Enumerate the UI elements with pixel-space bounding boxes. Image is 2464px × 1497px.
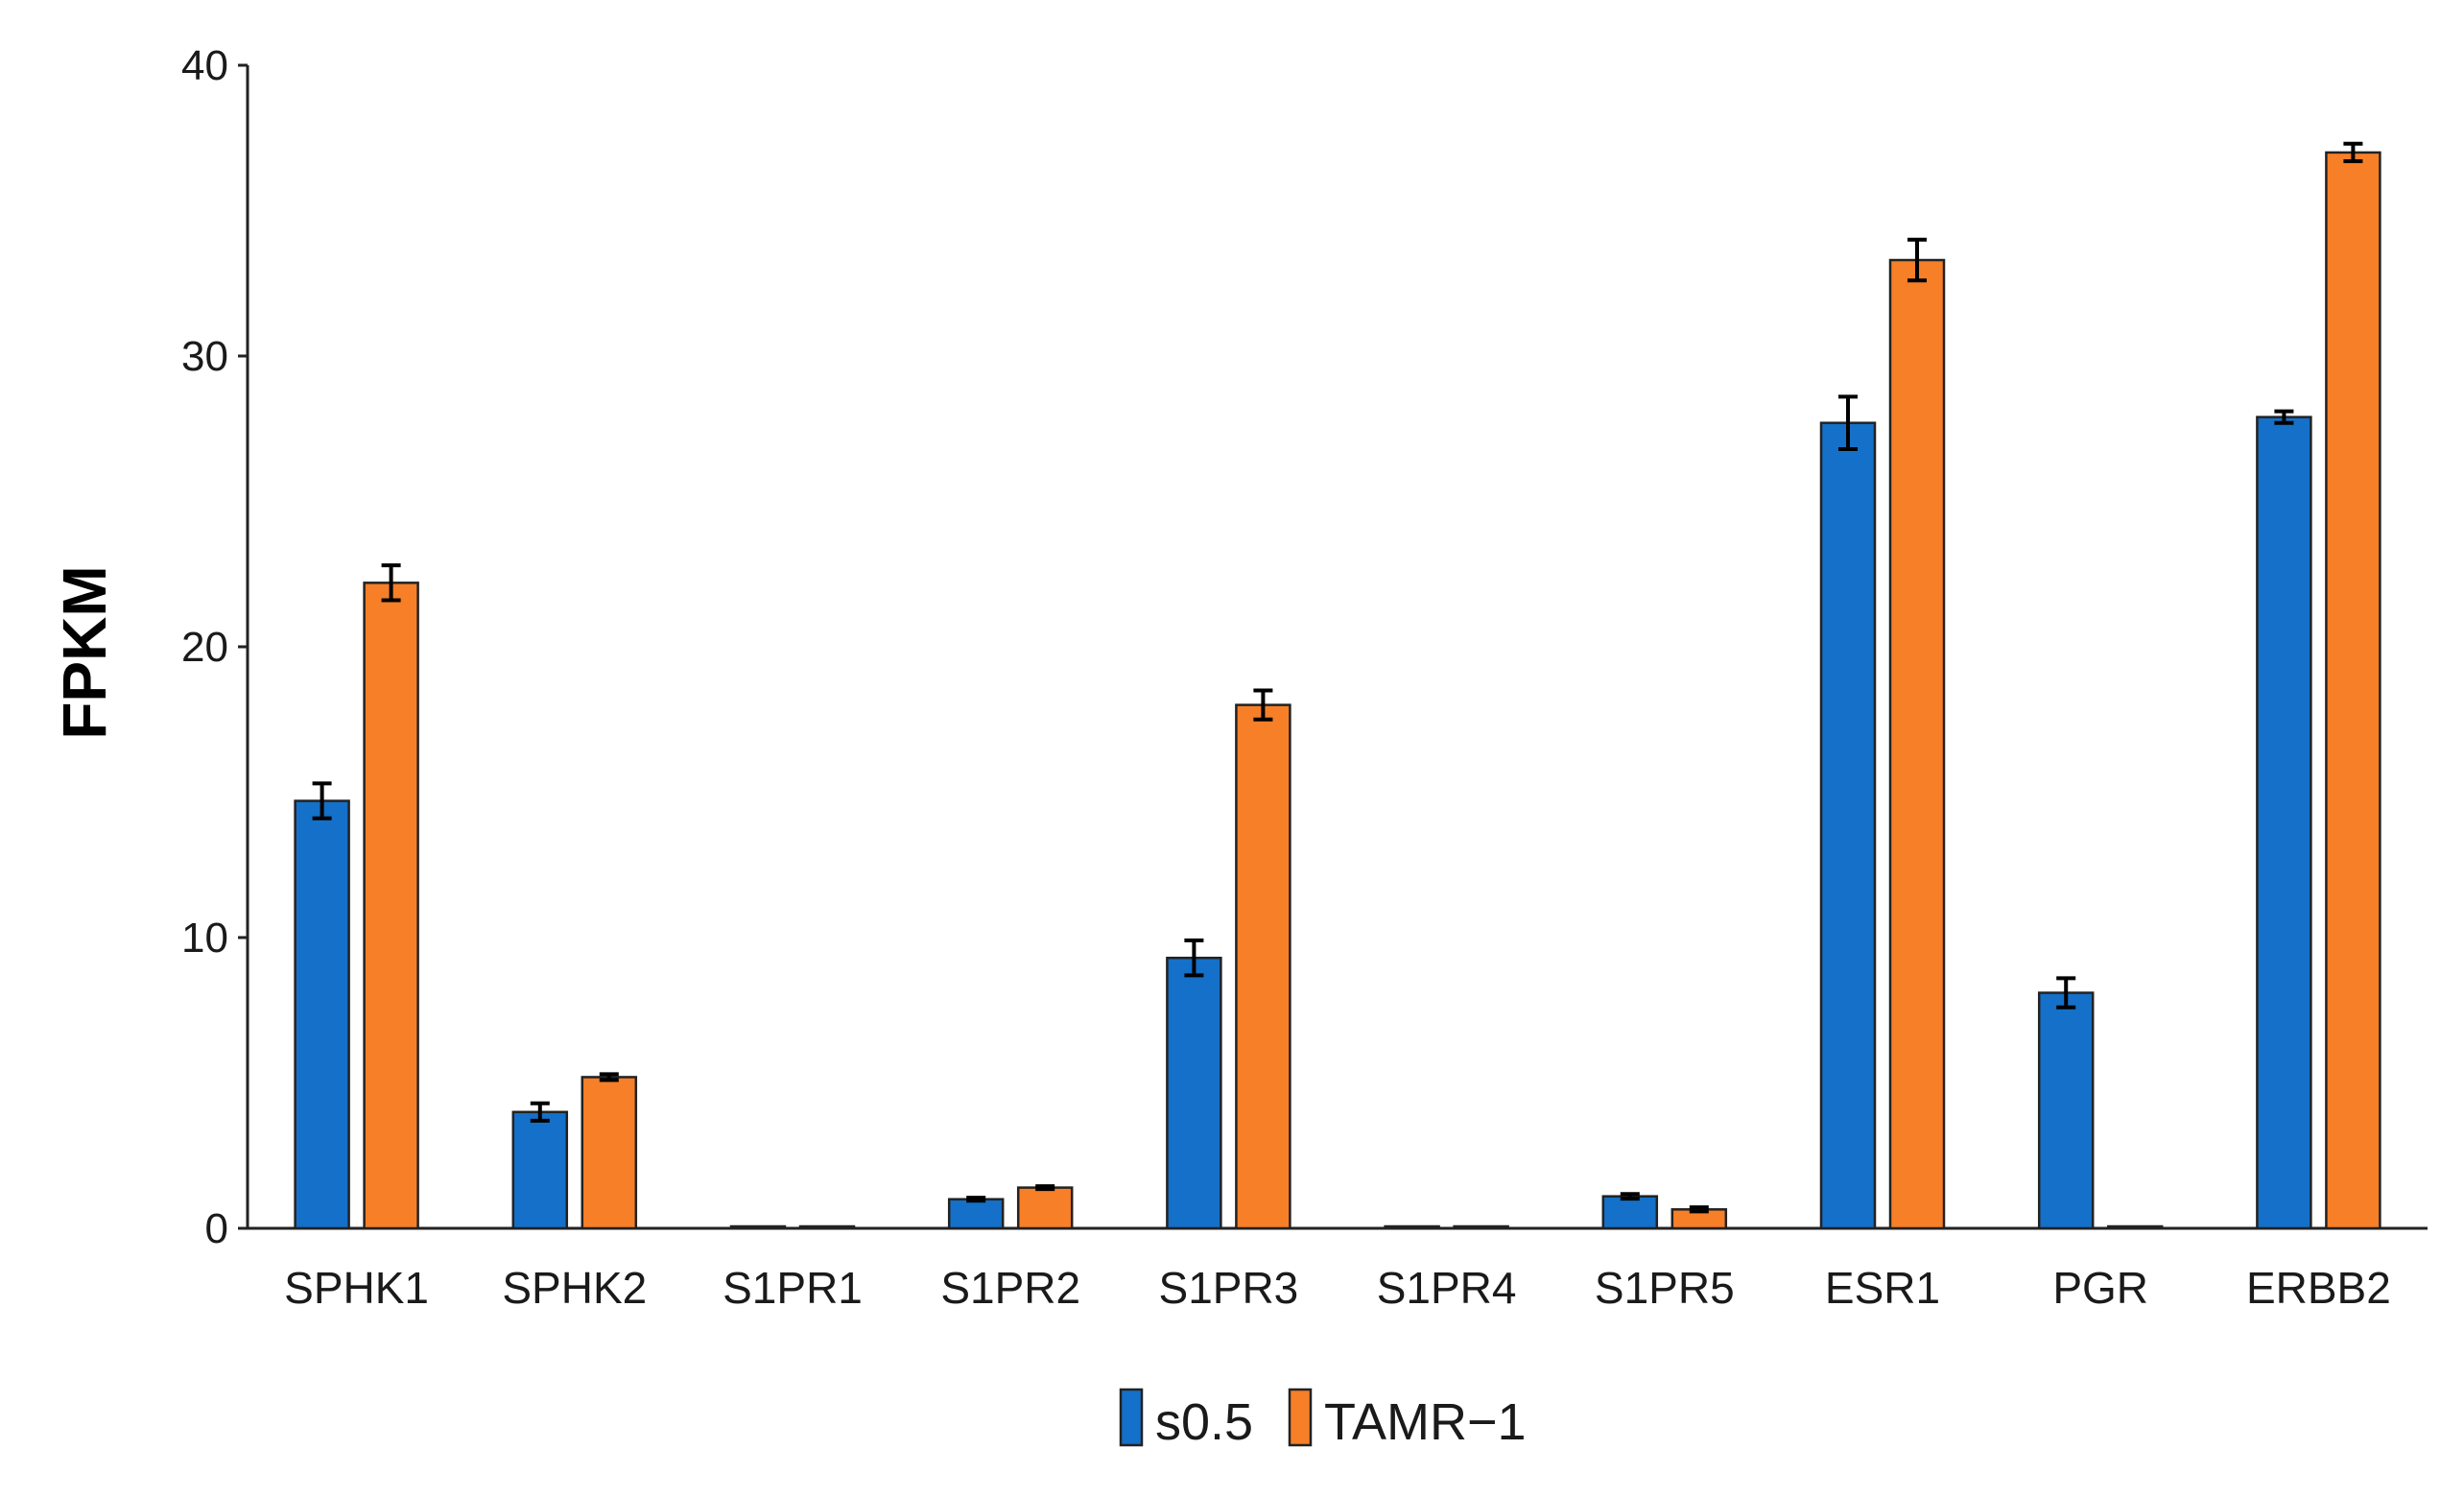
x-tick-label: S1PR5 (1595, 1263, 1735, 1313)
bar-sphk1-tamr1 (363, 582, 419, 1230)
legend-swatch (1119, 1388, 1144, 1447)
bar-s1pr1-tamr1 (798, 1224, 856, 1230)
y-tick-label: 20 (181, 624, 228, 671)
error-bar (312, 781, 332, 820)
error-bar (1253, 688, 1273, 722)
bar-erbb2-s05 (2256, 416, 2312, 1230)
y-tick-label: 30 (181, 333, 228, 380)
error-bar (1689, 1205, 1709, 1214)
bar-erbb2-tamr1 (2325, 151, 2381, 1230)
bar-s1pr3-s05 (1166, 956, 1222, 1230)
error-bar (530, 1101, 550, 1123)
legend-label: s0.5 (1155, 1393, 1253, 1451)
error-bar (1907, 237, 1927, 283)
error-bar (1620, 1192, 1640, 1201)
x-tick-label: S1PR4 (1377, 1263, 1517, 1313)
x-tick-label: S1PR2 (940, 1263, 1080, 1313)
category-labels: SPHK1 SPHK2 S1PR1 S1PR2 S1PR3 S1PR4 S1PR5 ESR1 P… (284, 1263, 2391, 1313)
y-tick-label: 10 (181, 915, 228, 962)
x-tick-label: ERBB2 (2246, 1263, 2391, 1313)
legend-swatch (1288, 1388, 1313, 1447)
x-tick-label: SPHK2 (502, 1263, 647, 1313)
error-bar (1184, 939, 1204, 978)
x-tick-label: S1PR1 (723, 1263, 863, 1313)
x-tick-label: SPHK1 (284, 1263, 429, 1313)
y-tick-label: 0 (205, 1205, 228, 1252)
x-tick-label: ESR1 (1825, 1263, 1940, 1313)
error-bar (1035, 1184, 1055, 1192)
error-bar (2274, 409, 2294, 425)
bar-sphk2-tamr1 (580, 1076, 638, 1230)
bar-s1pr2-s05 (947, 1198, 1005, 1230)
error-bar (381, 563, 401, 603)
bar-esr1-s05 (1819, 421, 1877, 1230)
error-bar (1838, 394, 1858, 451)
legend-label: TAMR−1 (1324, 1393, 1527, 1451)
error-bar (2056, 976, 2076, 1010)
bar-s1pr2-tamr1 (1016, 1186, 1074, 1230)
bar-s1pr3-tamr1 (1235, 703, 1291, 1230)
x-tick-label: S1PR3 (1159, 1263, 1299, 1313)
x-tick-label: PGR (2052, 1263, 2148, 1313)
legend: s0.5 TAMR−1 (1119, 1388, 1527, 1451)
y-axis-label: FPKM (50, 565, 119, 739)
bar-s1pr1-s05 (729, 1224, 787, 1230)
bar-esr1-tamr1 (1888, 258, 1946, 1230)
error-bar (2343, 141, 2363, 163)
y-tick-label: 40 (181, 42, 228, 89)
error-bar (599, 1072, 619, 1082)
error-bar (966, 1196, 986, 1203)
bar-sphk2-s05 (511, 1110, 569, 1230)
bar-pgr-tamr1 (2106, 1224, 2164, 1230)
bar-pgr-s05 (2037, 991, 2095, 1230)
bar-s1pr4-s05 (1384, 1224, 1440, 1230)
bar-s1pr4-tamr1 (1453, 1224, 1509, 1230)
bars (294, 141, 2381, 1230)
bar-sphk1-s05 (294, 799, 350, 1230)
bar-s1pr5-s05 (1601, 1195, 1659, 1230)
